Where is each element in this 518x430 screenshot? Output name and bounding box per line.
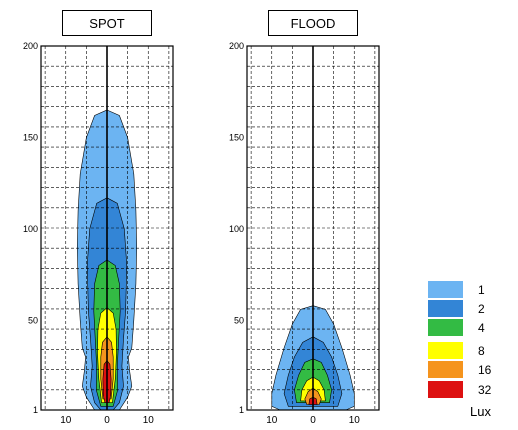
spot-x-tick-label: 0 [104,415,110,426]
spot-x-tick-label: 10 [143,415,155,426]
spot-chart-title: SPOT [62,10,152,36]
legend-unit-label: Lux [470,404,491,419]
legend-label-32: 32 [478,382,492,397]
legend-item-8: 8 [428,341,485,360]
legend-label-4: 4 [478,320,485,335]
spot-y-tick-label: 100 [23,224,38,234]
legend-item-16: 16 [428,360,491,379]
flood-x-tick-label: 0 [310,415,316,426]
legend-swatch-2 [428,300,463,317]
legend-label-2: 2 [478,301,485,316]
flood-x-tick-label: 10 [266,415,278,426]
legend-item-2: 2 [428,299,485,318]
flood-frame [246,45,380,411]
legend-swatch-1 [428,281,463,298]
legend-item-1: 1 [428,280,485,299]
spot-y-tick-label: 50 [28,315,38,325]
legend-swatch-4 [428,319,463,336]
legend-label-8: 8 [478,343,485,358]
flood-y-tick-label: 150 [229,132,244,142]
spot-y-tick-label: 150 [23,132,38,142]
legend-label-1: 1 [478,282,485,297]
flood-y-tick-label: 1 [239,405,244,415]
legend-label-16: 16 [478,362,492,377]
flood-x-tick-label: 10 [349,415,361,426]
flood-y-tick-label: 50 [234,315,244,325]
legend-swatch-16 [428,361,463,378]
legend-item-32: 32 [428,380,491,399]
spot-y-tick-label: 200 [23,41,38,51]
spot-x-tick-label: 10 [60,415,72,426]
spot-frame [40,45,174,411]
flood-y-tick-label: 100 [229,224,244,234]
flood-chart-title: FLOOD [268,10,358,36]
legend-swatch-32 [428,381,463,398]
legend-swatch-8 [428,342,463,359]
spot-y-tick-label: 1 [33,405,38,415]
flood-y-tick-label: 200 [229,41,244,51]
legend-item-4: 4 [428,318,485,337]
